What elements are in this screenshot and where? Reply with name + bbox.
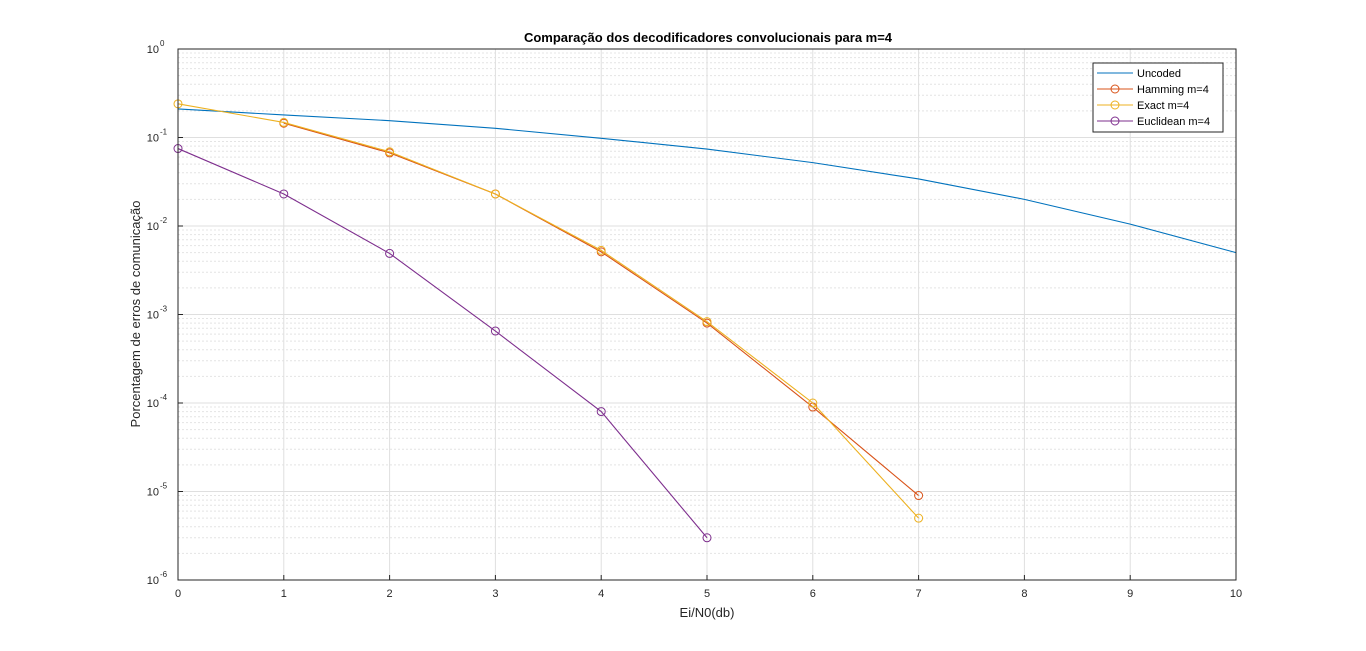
data-point-euclidean-m-4 — [279, 189, 289, 199]
y-tick-label: 10 — [147, 221, 159, 233]
series-line-uncoded — [177, 108, 1237, 254]
y-axis-label: Porcentagem de erros de comunicação — [128, 201, 143, 428]
data-point-exact-m-4 — [596, 245, 606, 255]
y-tick-label: 10 — [147, 133, 159, 145]
data-point-euclidean-m-4 — [596, 407, 606, 417]
legend-label-uncoded: Uncoded — [1137, 68, 1181, 80]
data-point-exact-m-4 — [385, 147, 395, 157]
x-tick-label: 10 — [1230, 588, 1242, 600]
y-tick-label: 10 — [147, 487, 159, 499]
legend: Uncoded Hamming m=4 Exact m=4 Euclidean m=4 — [1092, 62, 1224, 133]
series-line-exact-m-4 — [177, 103, 920, 519]
legend-label-hamming-m-4: Hamming m=4 — [1137, 84, 1209, 96]
legend-label-euclidean-m-4: Euclidean m=4 — [1137, 116, 1210, 128]
data-point-exact-m-4 — [702, 317, 712, 327]
x-tick-label: 8 — [1021, 588, 1027, 600]
x-tick-label: 0 — [175, 588, 181, 600]
x-axis-label: Ei/N0(db) — [680, 605, 735, 620]
plot-area — [173, 48, 1237, 581]
x-tick-label: 9 — [1127, 588, 1133, 600]
data-point-exact-m-4 — [279, 117, 289, 127]
y-tick-exponent: -4 — [160, 393, 168, 402]
data-point-hamming-m-4 — [914, 491, 924, 501]
y-tick-exponent: 0 — [160, 39, 165, 48]
legend-marker-exact-m-4 — [1110, 100, 1120, 110]
y-tick-exponent: -3 — [160, 305, 168, 314]
data-point-exact-m-4 — [490, 189, 500, 199]
x-tick-label: 1 — [281, 588, 287, 600]
x-axis: 0 1 2 3 4 5 6 7 8 9 10 — [175, 575, 1242, 600]
data-point-euclidean-m-4 — [490, 326, 500, 336]
y-tick-label: 10 — [147, 310, 159, 322]
chart-title: Comparação dos decodificadores convoluci… — [524, 30, 893, 45]
y-tick-label: 10 — [147, 398, 159, 410]
y-tick-exponent: -5 — [160, 482, 168, 491]
y-tick-exponent: -1 — [160, 128, 168, 137]
x-tick-label: 3 — [492, 588, 498, 600]
y-tick-exponent: -2 — [160, 216, 168, 225]
data-point-euclidean-m-4 — [702, 533, 712, 543]
x-tick-label: 2 — [387, 588, 393, 600]
series-layer — [173, 99, 1237, 543]
y-tick-label: 10 — [147, 575, 159, 587]
x-tick-label: 7 — [916, 588, 922, 600]
series-line-euclidean-m-4 — [177, 148, 708, 539]
data-point-exact-m-4 — [808, 398, 818, 408]
y-tick-exponent: -6 — [160, 570, 168, 579]
x-tick-label: 4 — [598, 588, 604, 600]
data-point-euclidean-m-4 — [385, 248, 395, 258]
legend-label-exact-m-4: Exact m=4 — [1137, 100, 1189, 112]
legend-marker-euclidean-m-4 — [1110, 116, 1120, 126]
x-tick-label: 5 — [704, 588, 710, 600]
data-point-exact-m-4 — [914, 513, 924, 523]
x-tick-label: 6 — [810, 588, 816, 600]
legend-marker-hamming-m-4 — [1110, 84, 1120, 94]
y-tick-label: 10 — [147, 44, 159, 56]
